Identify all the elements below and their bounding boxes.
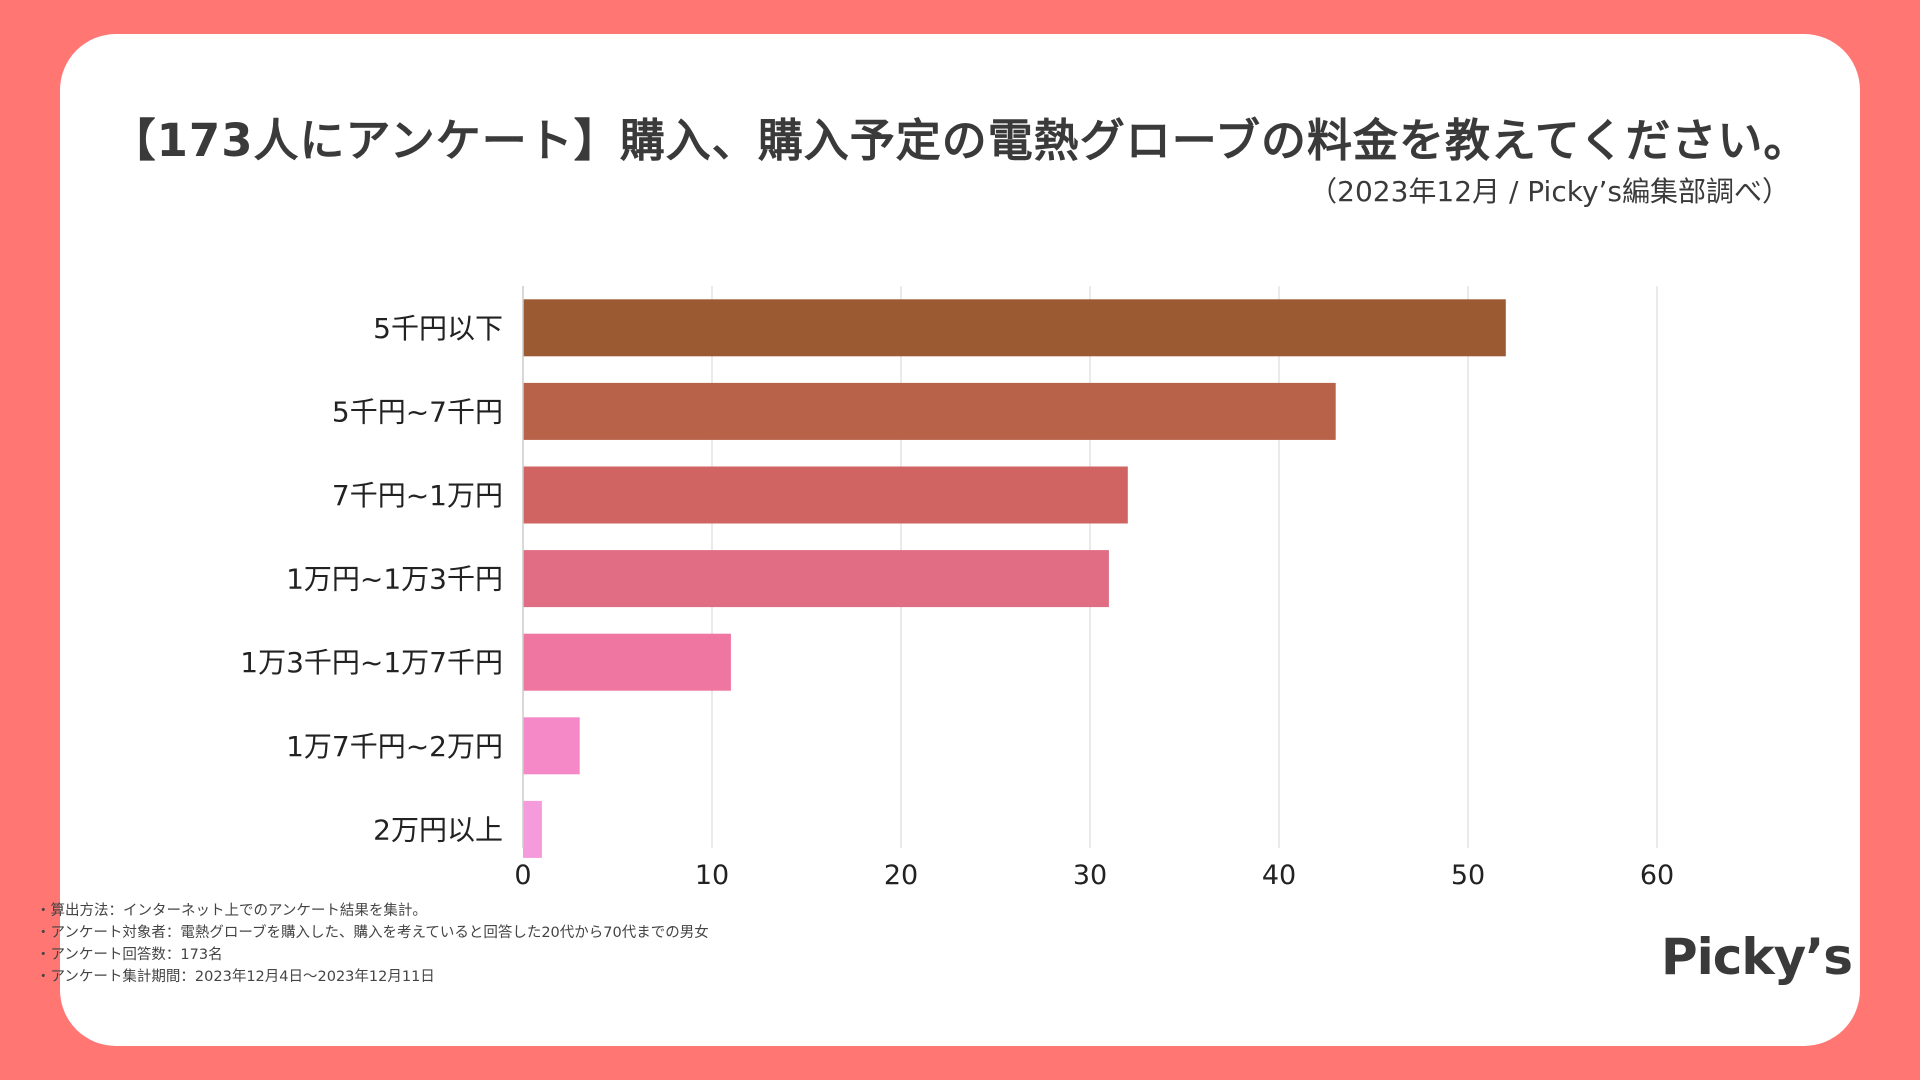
x-tick-label: 0	[514, 860, 531, 891]
brand-logo: Picky’s	[1660, 928, 1853, 986]
x-tick-label: 30	[1073, 860, 1107, 891]
x-tick-label: 40	[1262, 860, 1296, 891]
chart-title: 【173人にアンケート】購入、購入予定の電熱グローブの料金を教えてください。	[110, 114, 1810, 167]
chart-subtitle: （2023年12月 / Picky’s編集部調べ）	[1309, 175, 1790, 208]
note-count: アンケート回答数：173名	[36, 944, 709, 966]
bar-1	[523, 299, 1506, 357]
x-tick-label: 20	[884, 860, 918, 891]
bar-4	[523, 550, 1109, 608]
survey-notes: 算出方法：インターネット上でのアンケート結果を集計。 アンケート対象者：電熱グロ…	[36, 900, 709, 988]
note-target: アンケート対象者：電熱グローブを購入した、購入を考えていると回答した20代から7…	[36, 922, 709, 944]
category-label: 5千円以下	[373, 312, 503, 345]
category-label: 1万3千円~1万7千円	[240, 646, 503, 679]
x-tick-label: 60	[1640, 860, 1674, 891]
category-label: 7千円~1万円	[332, 479, 503, 512]
bar-3	[523, 466, 1128, 524]
category-label: 5千円~7千円	[332, 395, 503, 428]
bar-5	[523, 633, 731, 691]
category-label: 1万7千円~2万円	[286, 730, 503, 763]
bar-2	[523, 382, 1336, 440]
note-period: アンケート集計期間：2023年12月4日〜2023年12月11日	[36, 966, 709, 988]
bar-6	[523, 717, 580, 775]
bar-7	[523, 800, 542, 858]
note-method: 算出方法：インターネット上でのアンケート結果を集計。	[36, 900, 709, 922]
x-tick-label: 10	[695, 860, 729, 891]
chart-card	[60, 34, 1860, 1046]
category-label: 1万円~1万3千円	[286, 563, 503, 596]
category-label: 2万円以上	[373, 813, 503, 846]
x-tick-label: 50	[1451, 860, 1485, 891]
